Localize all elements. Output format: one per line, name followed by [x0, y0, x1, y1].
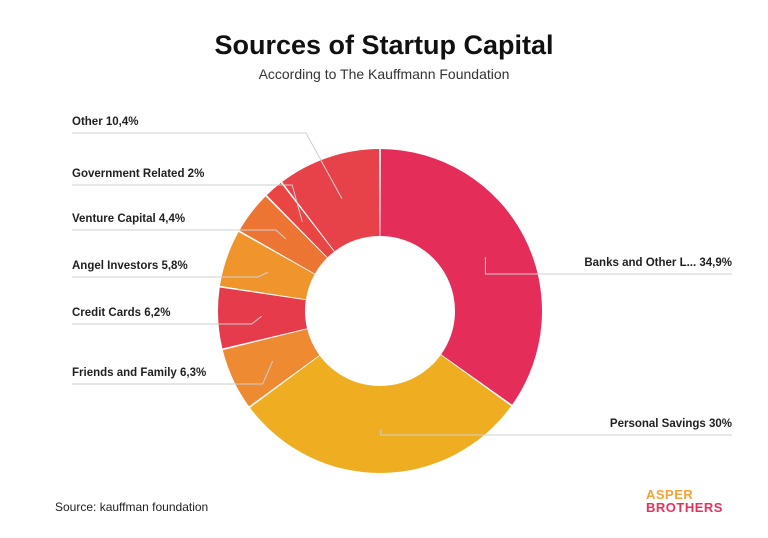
- slice-angel-investors[interactable]: [219, 231, 315, 300]
- slices-layer: [217, 149, 542, 474]
- slice-other[interactable]: [282, 149, 380, 252]
- slice-friends-and-family[interactable]: [222, 329, 320, 407]
- label-personal-savings: Personal Savings 30%: [610, 418, 732, 430]
- leader-line-friends-and-family: [72, 360, 274, 385]
- leader-line-personal-savings: [380, 429, 732, 436]
- leader-line-government-related: [72, 184, 303, 222]
- label-venture-capital: Venture Capital 4,4%: [72, 213, 185, 225]
- leader-lines-layer: [72, 132, 732, 436]
- labels-layer: Banks and Other L... 34,9% Personal Savin…: [72, 116, 732, 430]
- slice-banks-and-other-l[interactable]: [380, 149, 542, 405]
- leader-line-angel-investors: [72, 271, 269, 278]
- slice-personal-savings[interactable]: [250, 355, 512, 474]
- logo-line-1: ASPER: [646, 487, 694, 502]
- label-credit-cards: Credit Cards 6,2%: [72, 307, 170, 319]
- slice-government-related[interactable]: [266, 182, 335, 258]
- leader-line-credit-cards: [72, 315, 262, 325]
- label-friends-and-family: Friends and Family 6,3%: [72, 367, 206, 379]
- leader-line-other: [72, 132, 343, 200]
- label-government-related: Government Related 2%: [72, 168, 204, 180]
- leader-line-venture-capital: [72, 229, 287, 240]
- asper-brothers-logo[interactable]: ASPER BROTHERS: [646, 488, 723, 514]
- leader-line-banks-and-other-l: [484, 256, 732, 275]
- chart-title: Sources of Startup Capital: [214, 30, 554, 60]
- logo-line-2: BROTHERS: [646, 500, 723, 515]
- source-note: Source: kauffman foundation: [55, 500, 209, 514]
- slice-venture-capital[interactable]: [239, 196, 328, 274]
- label-other: Other 10,4%: [72, 116, 138, 128]
- label-angel-investors: Angel Investors 5,8%: [72, 260, 188, 272]
- slice-credit-cards[interactable]: [217, 287, 308, 349]
- label-banks-and-other-l: Banks and Other L... 34,9%: [584, 257, 732, 269]
- chart-subtitle: According to The Kauffmann Foundation: [258, 66, 510, 82]
